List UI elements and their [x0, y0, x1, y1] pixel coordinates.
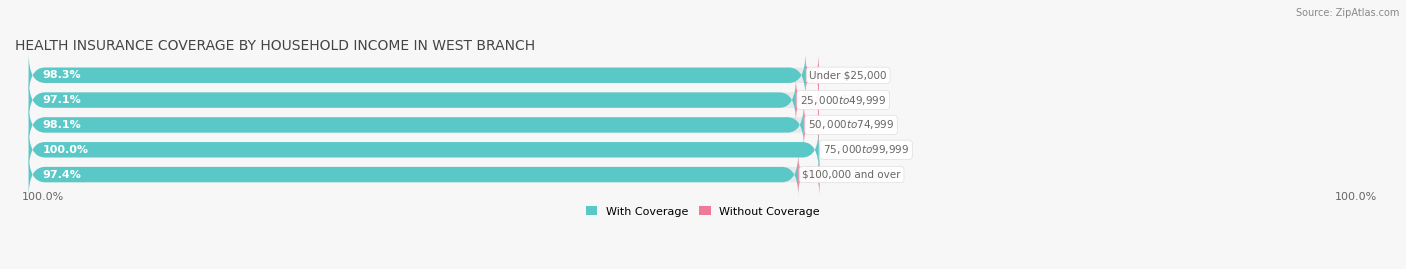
FancyBboxPatch shape: [28, 153, 818, 197]
Text: $50,000 to $74,999: $50,000 to $74,999: [808, 118, 894, 132]
FancyBboxPatch shape: [803, 53, 821, 97]
Text: 100.0%: 100.0%: [42, 145, 89, 155]
Legend: With Coverage, Without Coverage: With Coverage, Without Coverage: [586, 206, 820, 217]
Text: 97.4%: 97.4%: [42, 169, 82, 180]
FancyBboxPatch shape: [28, 78, 818, 122]
Text: 98.3%: 98.3%: [42, 70, 82, 80]
FancyBboxPatch shape: [796, 78, 818, 122]
Text: 2.7%: 2.7%: [839, 169, 869, 180]
FancyBboxPatch shape: [28, 103, 818, 147]
Text: 1.7%: 1.7%: [839, 70, 868, 80]
Text: 97.1%: 97.1%: [42, 95, 82, 105]
Text: Under $25,000: Under $25,000: [810, 70, 887, 80]
FancyBboxPatch shape: [28, 53, 818, 97]
FancyBboxPatch shape: [818, 142, 824, 157]
Text: 2.9%: 2.9%: [839, 95, 868, 105]
Text: $75,000 to $99,999: $75,000 to $99,999: [823, 143, 910, 156]
FancyBboxPatch shape: [28, 78, 796, 122]
FancyBboxPatch shape: [28, 53, 806, 97]
Text: 98.1%: 98.1%: [42, 120, 82, 130]
FancyBboxPatch shape: [28, 153, 799, 197]
Text: HEALTH INSURANCE COVERAGE BY HOUSEHOLD INCOME IN WEST BRANCH: HEALTH INSURANCE COVERAGE BY HOUSEHOLD I…: [15, 39, 536, 53]
Text: $100,000 and over: $100,000 and over: [803, 169, 901, 180]
Text: 1.9%: 1.9%: [839, 120, 868, 130]
FancyBboxPatch shape: [28, 128, 818, 172]
Text: 100.0%: 100.0%: [22, 192, 65, 203]
Text: Source: ZipAtlas.com: Source: ZipAtlas.com: [1295, 8, 1399, 18]
FancyBboxPatch shape: [803, 103, 820, 147]
Text: 100.0%: 100.0%: [1336, 192, 1378, 203]
Text: $25,000 to $49,999: $25,000 to $49,999: [800, 94, 886, 107]
Text: 0.0%: 0.0%: [853, 145, 882, 155]
FancyBboxPatch shape: [28, 103, 804, 147]
FancyBboxPatch shape: [28, 128, 818, 172]
FancyBboxPatch shape: [799, 153, 820, 197]
